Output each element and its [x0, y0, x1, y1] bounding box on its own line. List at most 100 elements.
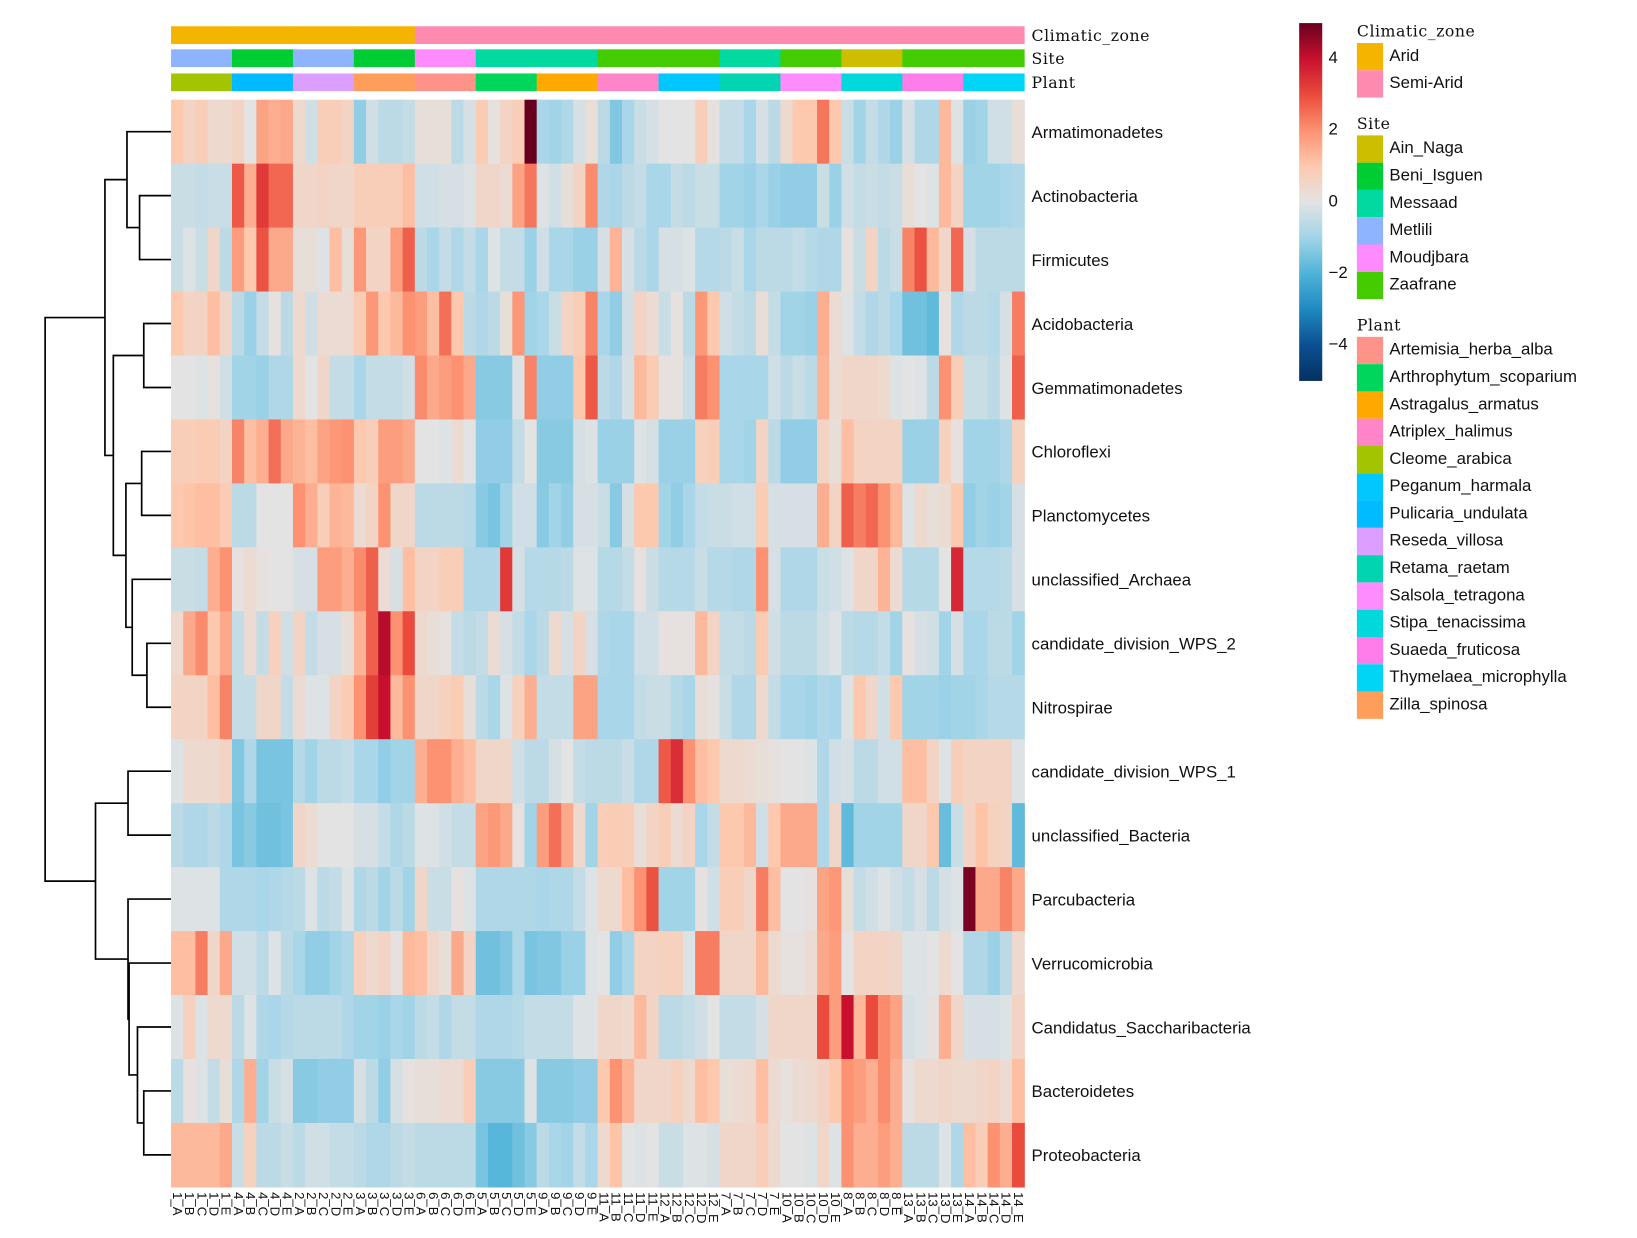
legend-label: Arid: [1389, 47, 1420, 66]
heatmap-cell: [329, 611, 343, 676]
heatmap-cell: [463, 163, 477, 229]
legend-label: Beni_Isguen: [1389, 166, 1483, 185]
heatmap-cell: [1012, 291, 1025, 357]
heatmap-cell: [853, 931, 867, 996]
legend-label: Peganum_harmala: [1389, 477, 1532, 496]
heatmap-cell: [219, 419, 233, 485]
heatmap-cell: [524, 995, 538, 1060]
heatmap-cell: [609, 611, 623, 676]
heatmap-cell: [756, 419, 769, 485]
heatmap-cell: [512, 803, 526, 868]
heatmap-cell: [792, 1122, 806, 1188]
heatmap-cell: [743, 1058, 757, 1124]
column-label: 11_A: [597, 1192, 612, 1222]
heatmap-cell: [914, 1058, 928, 1124]
heatmap-cell: [975, 547, 989, 612]
heatmap-cell: [439, 483, 453, 548]
dendrogram-branch: [125, 482, 142, 629]
heatmap-cell: [378, 867, 392, 932]
heatmap-cell: [829, 419, 843, 485]
heatmap-cell: [451, 867, 465, 932]
heatmap-cell: [975, 739, 989, 804]
heatmap-cell: [451, 675, 465, 740]
column-label: 10_C: [804, 1192, 819, 1223]
annotation-cell-site: [536, 49, 599, 68]
heatmap-cell: [841, 355, 855, 421]
heatmap-cell: [963, 483, 977, 548]
column-label: 14_D: [999, 1192, 1014, 1223]
heatmap-cell: [402, 739, 416, 804]
heatmap-cell: [341, 1122, 355, 1188]
heatmap-cell: [829, 867, 843, 932]
heatmap-cell: [475, 931, 489, 996]
heatmap-cell: [597, 547, 611, 612]
heatmap-cell: [829, 1058, 843, 1124]
heatmap-cell: [682, 419, 696, 485]
heatmap-cell: [548, 227, 562, 293]
heatmap-cell: [670, 1122, 684, 1188]
heatmap-cell: [670, 867, 684, 932]
row-label: candidate_division_WPS_1: [1032, 762, 1236, 781]
heatmap-cell: [865, 291, 879, 357]
heatmap-cell: [951, 483, 964, 548]
legend-label: Cleome_arabica: [1389, 450, 1512, 469]
heatmap-cell: [524, 227, 538, 293]
heatmap-cell: [597, 611, 611, 676]
heatmap-cell: [670, 1058, 684, 1124]
heatmap-cell: [914, 227, 928, 293]
heatmap-cell: [658, 675, 672, 740]
heatmap-cell: [902, 803, 916, 868]
column-label: 6_E: [462, 1192, 477, 1216]
heatmap-cell: [561, 419, 574, 485]
heatmap-cell: [585, 739, 599, 804]
heatmap-cell: [317, 99, 331, 165]
heatmap-cell: [305, 291, 318, 357]
heatmap-cell: [877, 163, 891, 229]
heatmap-cell: [780, 419, 794, 485]
heatmap-cell: [682, 547, 696, 612]
heatmap-cell: [378, 291, 392, 357]
heatmap-cell: [402, 419, 416, 485]
heatmap-cell: [731, 483, 745, 548]
heatmap-cell: [585, 99, 599, 165]
heatmap-cell: [280, 163, 294, 229]
heatmap-cell: [609, 995, 623, 1060]
heatmap-cell: [987, 739, 1001, 804]
heatmap-cell: [329, 419, 343, 485]
heatmap-cell: [573, 227, 587, 293]
heatmap-cell: [743, 675, 757, 740]
heatmap-cell: [975, 995, 989, 1060]
heatmap-cell: [548, 355, 562, 421]
heatmap-cell: [963, 163, 977, 229]
heatmap-cell: [463, 867, 477, 932]
heatmap-cell: [500, 1058, 513, 1124]
heatmap-cell: [487, 99, 501, 165]
heatmap-cell: [366, 227, 379, 293]
heatmap-cell: [731, 355, 745, 421]
heatmap-cell: [256, 931, 270, 996]
heatmap-cell: [427, 611, 440, 676]
heatmap-cell: [231, 355, 245, 421]
heatmap-cell: [402, 1122, 416, 1188]
heatmap-cell: [524, 931, 538, 996]
heatmap-cell: [268, 995, 282, 1060]
heatmap-cell: [853, 99, 867, 165]
heatmap-cell: [951, 163, 964, 229]
heatmap-cell: [975, 803, 989, 868]
heatmap-cell: [585, 291, 599, 357]
heatmap-cell: [451, 739, 465, 804]
heatmap-cell: [463, 99, 477, 165]
heatmap-cell: [707, 419, 721, 485]
heatmap-cell: [865, 99, 879, 165]
heatmap-cell: [877, 547, 891, 612]
heatmap-cell: [780, 995, 794, 1060]
heatmap-cell: [268, 739, 282, 804]
heatmap-cell: [305, 483, 318, 548]
heatmap-cell: [926, 163, 940, 229]
dendrogram-branch: [126, 130, 172, 229]
heatmap-cell: [938, 1058, 952, 1124]
heatmap-cell: [999, 1058, 1013, 1124]
heatmap-cell: [268, 163, 282, 229]
heatmap-cell: [817, 675, 830, 740]
dendrogram-branch: [127, 898, 172, 1020]
